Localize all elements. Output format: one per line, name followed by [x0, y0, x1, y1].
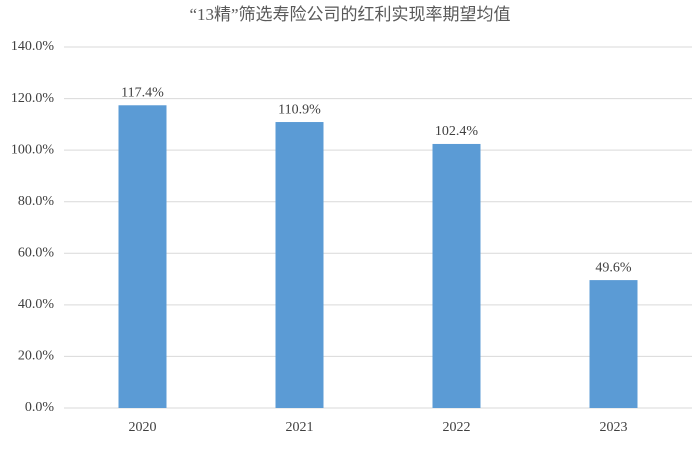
y-tick-label: 100.0%	[11, 142, 55, 157]
bar	[275, 122, 324, 408]
x-tick-label: 2020	[129, 420, 157, 435]
data-label: 102.4%	[435, 124, 479, 139]
chart-title: “13精”筛选寿险公司的红利实现率期望均值	[189, 5, 510, 24]
bar	[432, 143, 481, 408]
x-tick-label: 2021	[286, 420, 314, 435]
data-label: 49.6%	[595, 260, 632, 275]
data-label: 110.9%	[278, 102, 321, 117]
bar	[118, 105, 167, 409]
y-tick-label: 0.0%	[25, 400, 55, 415]
bar	[589, 280, 638, 408]
y-tick-label: 60.0%	[18, 246, 55, 261]
x-tick-label: 2022	[443, 420, 471, 435]
y-tick-label: 120.0%	[11, 91, 55, 106]
data-label: 117.4%	[121, 85, 164, 100]
y-tick-label: 20.0%	[18, 349, 55, 364]
y-tick-label: 140.0%	[11, 39, 55, 54]
y-tick-label: 80.0%	[18, 194, 55, 209]
x-tick-label: 2023	[600, 420, 628, 435]
y-tick-label: 40.0%	[18, 297, 55, 312]
